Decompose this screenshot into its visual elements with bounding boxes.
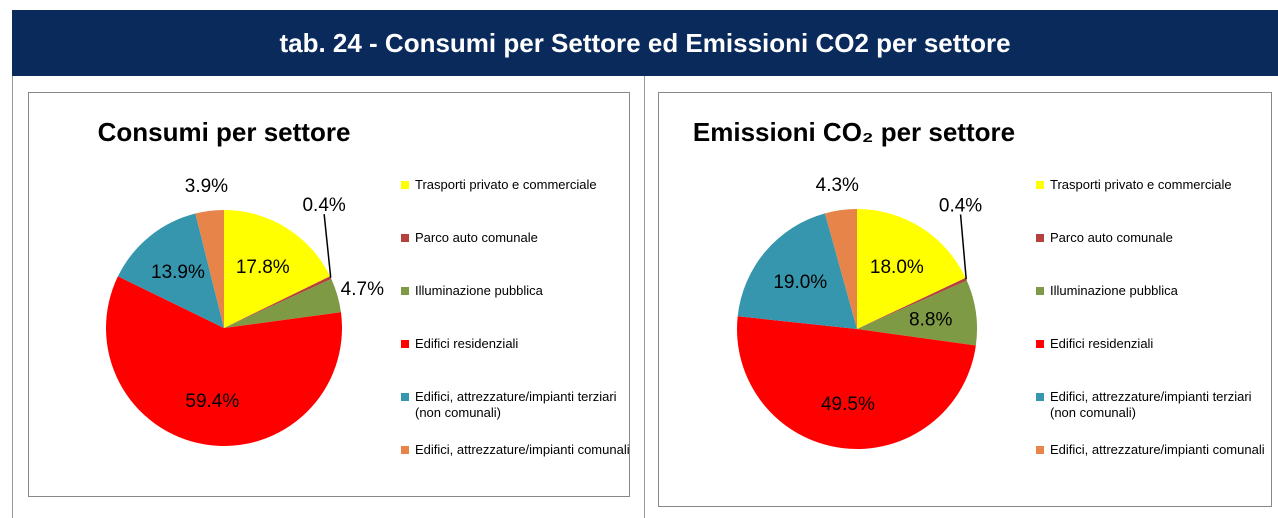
table-frame (12, 76, 1277, 518)
divider (644, 76, 645, 518)
pie-slice (857, 277, 967, 329)
legend-label: Parco auto comunale (415, 230, 538, 245)
chart-title: Consumi per settore (98, 117, 351, 147)
data-label: 0.4% (302, 195, 345, 216)
pie-slice (857, 209, 966, 329)
chart: Emissioni CO₂ per settore 18.0% 0.4% 8.8% 49… (693, 117, 1015, 450)
legend-label: Trasporti privato e commerciale (415, 177, 597, 192)
legend-item: Parco auto comunale (1036, 230, 1275, 246)
legend-label: Edifici, attrezzature/impianti terziari … (415, 389, 617, 420)
legend-swatch (401, 234, 409, 242)
leader-line (959, 214, 967, 280)
legend-item: Edifici, attrezzature/impianti comunali (401, 442, 640, 458)
legend-label: Illuminazione pubblica (1050, 283, 1178, 298)
legend-item: Edifici, attrezzature/impianti comunali (1036, 442, 1275, 458)
pie-slice (195, 210, 224, 328)
legend-label: Edifici, attrezzature/impianti terziari … (1050, 389, 1252, 420)
legend-item: Illuminazione pubblica (1036, 283, 1275, 299)
legend-label: Illuminazione pubblica (415, 283, 543, 298)
data-label: 59.4% (185, 391, 239, 412)
legend-swatch (1036, 287, 1044, 295)
legend-item: Edifici, attrezzature/impianti terziari … (1036, 389, 1275, 421)
data-label: 3.9% (185, 176, 228, 197)
legend-swatch (401, 446, 409, 454)
legend-label: Edifici, attrezzature/impianti comunali (1050, 442, 1265, 457)
legend-swatch (1036, 340, 1044, 348)
legend-swatch (401, 181, 409, 189)
legend-label: Edifici, attrezzature/impianti comunali (415, 442, 630, 457)
legend-label: Edifici residenziali (415, 336, 519, 351)
pie-slice (117, 213, 224, 328)
legend-swatch (1036, 181, 1044, 189)
legend-swatch (1036, 446, 1044, 454)
chart: Consumi per settore 17.8% 0.4% 4.7% 59.4% 13.… (98, 117, 384, 446)
pie-slice (824, 209, 857, 329)
chart-title: Emissioni CO₂ per settore (693, 117, 1015, 147)
legend-item: Edifici residenziali (1036, 336, 1275, 352)
pie-slice (857, 280, 977, 346)
pie-slice (736, 316, 976, 450)
legend-item: Parco auto comunale (401, 230, 640, 246)
legend-item: Edifici residenziali (401, 336, 640, 352)
pie-slice (224, 278, 341, 328)
chart-panel: Consumi per settore 17.8% 0.4% 4.7% 59.4% 13.… (28, 92, 630, 497)
data-label: 18.0% (870, 257, 924, 278)
data-label: 0.4% (939, 195, 982, 216)
legend-item: Illuminazione pubblica (401, 283, 640, 299)
legend-item: Trasporti privato e commerciale (1036, 177, 1275, 193)
pie-slice (106, 276, 343, 446)
data-label: 49.5% (821, 394, 875, 415)
legend-swatch (401, 287, 409, 295)
legend-swatch (401, 393, 409, 401)
leader-line (323, 214, 332, 278)
legend-label: Parco auto comunale (1050, 230, 1173, 245)
data-label: 4.3% (816, 175, 859, 196)
header-title: tab. 24 - Consumi per Settore ed Emissio… (12, 10, 1278, 76)
legend-item: Trasporti privato e commerciale (401, 177, 640, 193)
legend-swatch (401, 340, 409, 348)
pie-slice (224, 276, 332, 328)
data-label: 8.8% (909, 310, 952, 331)
data-label: 19.0% (773, 272, 827, 293)
pie-slice (737, 213, 857, 329)
data-label: 13.9% (151, 262, 205, 283)
chart-panel: Emissioni CO₂ per settore 18.0% 0.4% 8.8% 49… (658, 92, 1272, 507)
legend-item: Edifici, attrezzature/impianti terziari … (401, 389, 640, 421)
legend-label: Trasporti privato e commerciale (1050, 177, 1232, 192)
data-label: 17.8% (236, 257, 290, 278)
legend-swatch (1036, 393, 1044, 401)
legend-swatch (1036, 234, 1044, 242)
pie-slice (224, 210, 331, 328)
legend-label: Edifici residenziali (1050, 336, 1154, 351)
data-label: 4.7% (341, 279, 384, 300)
